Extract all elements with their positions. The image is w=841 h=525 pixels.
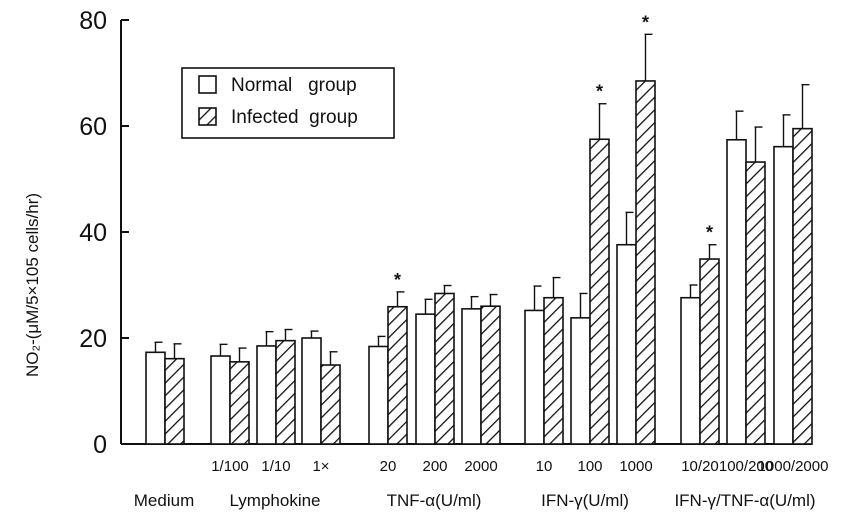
x-group-label: Lymphokine xyxy=(229,491,320,510)
x-group-label: IFN-γ(U/ml) xyxy=(541,491,629,510)
bar-infected xyxy=(792,127,813,445)
x-sub-label: 100 xyxy=(577,458,602,475)
y-tick-label: 60 xyxy=(79,113,107,141)
x-sub-label: 2000 xyxy=(464,458,497,475)
x-sub-label: 1000/2000 xyxy=(758,458,829,475)
legend-swatch-infected xyxy=(198,107,217,126)
bar-infected xyxy=(699,258,720,445)
significance-asterisk: * xyxy=(394,270,401,290)
y-tick-label: 20 xyxy=(79,325,107,353)
y-tick-label: 0 xyxy=(93,431,107,459)
bar-infected xyxy=(745,161,766,445)
bar-infected xyxy=(589,138,610,445)
bar-normal xyxy=(524,309,545,445)
bar-normal xyxy=(461,308,482,445)
legend-label-normal: Normal group xyxy=(231,75,357,96)
bars: * * * * xyxy=(145,12,813,445)
y-tick-label: 40 xyxy=(79,219,107,247)
legend-label-infected: Infected group xyxy=(231,107,358,128)
bar-normal xyxy=(726,138,747,445)
y-axis-ticks: 0 20 40 60 80 xyxy=(79,7,129,459)
bar-infected xyxy=(320,364,341,445)
bar-normal xyxy=(301,337,322,445)
bar-normal xyxy=(256,345,277,445)
x-sub-label: 1/100 xyxy=(211,458,249,475)
bar-infected xyxy=(275,339,296,445)
bar-normal xyxy=(368,345,389,445)
x-group-label: IFN-γ/TNF-α(U/ml) xyxy=(674,491,815,510)
x-sub-label: 1/10 xyxy=(261,458,290,475)
x-sub-label: 10 xyxy=(536,458,553,475)
legend: Normal group Infected group xyxy=(181,67,395,139)
legend-swatch-normal xyxy=(198,75,217,94)
bar-infected xyxy=(434,292,455,445)
x-sub-label: 10/20 xyxy=(681,458,719,475)
y-tick-label: 80 xyxy=(79,7,107,35)
bar-infected xyxy=(480,305,501,445)
significance-asterisk: * xyxy=(706,223,713,243)
bar-infected xyxy=(164,357,185,445)
x-sub-label: 200 xyxy=(422,458,447,475)
significance-asterisk: * xyxy=(642,12,649,32)
bar-infected xyxy=(543,296,564,445)
x-sub-label: 100/200 xyxy=(719,458,773,475)
bar-normal xyxy=(210,355,231,445)
legend-box xyxy=(181,67,395,139)
x-sub-label: 20 xyxy=(380,458,397,475)
x-group-label: TNF-α(U/ml) xyxy=(387,491,482,510)
x-axis-labels: Medium 1/100 1/10 1× Lymphokine 20 200 2000 TNF-… xyxy=(134,458,829,510)
bar-normal xyxy=(415,313,436,445)
bar-normal xyxy=(773,145,794,445)
x-sub-label: 1000 xyxy=(619,458,652,475)
bar-normal xyxy=(145,351,166,445)
significance-asterisk: * xyxy=(596,82,603,102)
bar-infected xyxy=(229,361,250,445)
bar-normal xyxy=(616,243,637,445)
bar-normal xyxy=(570,317,591,445)
bar-normal xyxy=(680,296,701,445)
y-axis-label: NO₂-(μM/5×105 cells/hr) xyxy=(23,193,42,377)
x-group-label: Medium xyxy=(134,491,194,510)
bar-infected xyxy=(387,305,408,445)
bar-infected xyxy=(635,80,656,445)
x-sub-label: 1× xyxy=(312,458,329,475)
